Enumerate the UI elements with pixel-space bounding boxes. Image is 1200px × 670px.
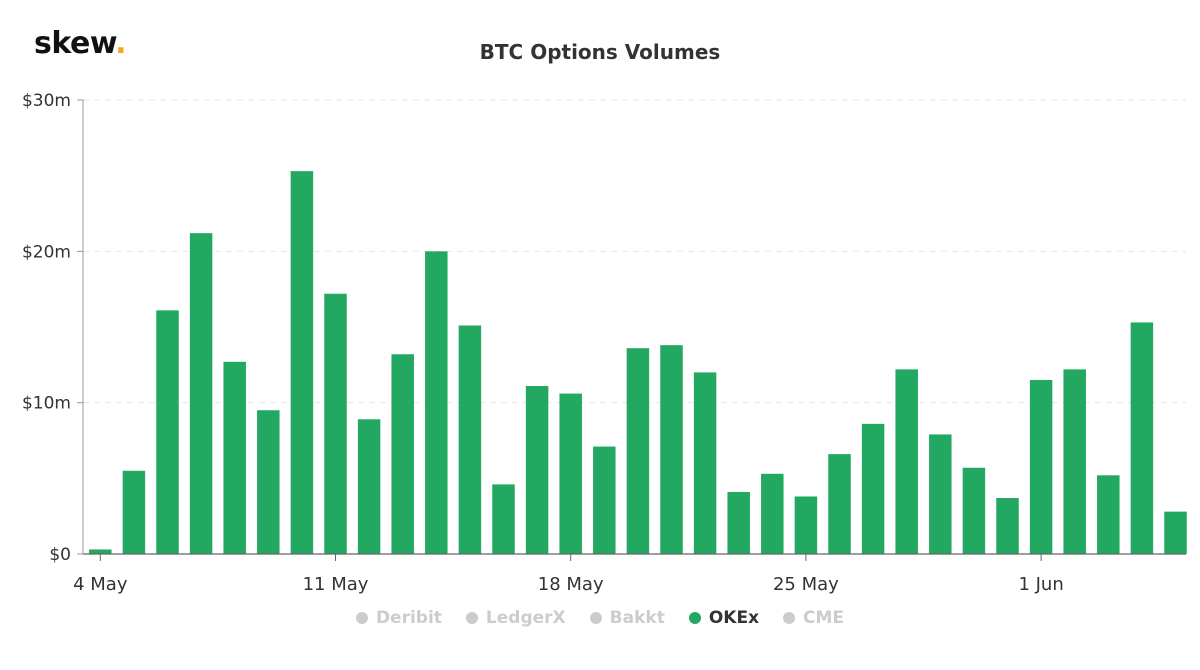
bar[interactable]: [895, 369, 918, 554]
legend-dot-icon: [688, 612, 701, 624]
bar[interactable]: [693, 372, 717, 554]
bar[interactable]: [492, 484, 515, 554]
skew-logo: skew.: [34, 26, 127, 61]
logo-dot: .: [115, 26, 127, 61]
bar[interactable]: [660, 345, 683, 554]
x-tick-label: 11 May: [303, 574, 369, 595]
bar[interactable]: [794, 496, 818, 554]
legend-label: CME: [803, 608, 845, 628]
legend-dot-icon: [465, 612, 478, 624]
bar[interactable]: [1063, 369, 1086, 554]
bar[interactable]: [324, 293, 347, 554]
bar[interactable]: [257, 410, 280, 554]
chart-title: BTC Options Volumes: [479, 40, 721, 64]
bar[interactable]: [593, 446, 616, 554]
y-tick-label: $30m: [22, 91, 71, 111]
y-tick-label: $0: [49, 545, 71, 565]
legend-label: Deribit: [375, 608, 442, 628]
bar[interactable]: [525, 386, 549, 554]
bar[interactable]: [1130, 322, 1154, 554]
legend-dot-icon: [783, 612, 796, 624]
bar[interactable]: [1029, 379, 1053, 554]
legend: Deribit LedgerX Bakkt OKEx CME: [0, 608, 1200, 628]
axes: $0 $10m $20m $30m 4 May 11 May 18 May 25 May 1 J…: [22, 91, 1186, 595]
x-tick-label: 25 May: [773, 574, 839, 595]
bar[interactable]: [122, 470, 146, 554]
bar[interactable]: [996, 498, 1019, 554]
bar[interactable]: [626, 348, 650, 554]
bars: [89, 171, 1187, 555]
bar[interactable]: [962, 467, 986, 554]
bar[interactable]: [929, 434, 952, 554]
logo-text: skew: [34, 26, 116, 61]
bar[interactable]: [189, 233, 213, 554]
x-tick-label: 1 Jun: [1018, 574, 1063, 595]
bar[interactable]: [89, 549, 112, 554]
bar[interactable]: [425, 251, 448, 555]
bar[interactable]: [861, 423, 885, 554]
bar[interactable]: [828, 454, 851, 554]
legend-label: Bakkt: [609, 608, 665, 628]
bar[interactable]: [559, 393, 582, 554]
bar[interactable]: [761, 473, 784, 554]
legend-item-ledgerx[interactable]: LedgerX: [465, 608, 566, 628]
bar[interactable]: [357, 419, 381, 554]
y-tick-label: $10m: [22, 394, 71, 414]
y-tick-label: $20m: [22, 242, 71, 262]
bar[interactable]: [156, 310, 179, 554]
bar[interactable]: [727, 491, 750, 554]
bar[interactable]: [290, 171, 314, 555]
bar[interactable]: [458, 325, 482, 554]
bar[interactable]: [1097, 475, 1120, 554]
legend-item-bakkt[interactable]: Bakkt: [589, 608, 665, 628]
x-tick-label: 18 May: [538, 574, 604, 595]
x-tick-label: 4 May: [73, 574, 128, 595]
legend-dot-icon: [589, 612, 602, 624]
legend-item-deribit[interactable]: Deribit: [355, 608, 442, 628]
legend-label: LedgerX: [485, 608, 566, 628]
bar[interactable]: [391, 354, 414, 554]
bar[interactable]: [1164, 511, 1187, 554]
legend-item-okex[interactable]: OKEx: [688, 608, 760, 628]
legend-label: OKEx: [708, 608, 760, 628]
legend-item-cme[interactable]: CME: [783, 608, 844, 628]
legend-dot-icon: [355, 612, 368, 624]
bar[interactable]: [223, 361, 246, 554]
